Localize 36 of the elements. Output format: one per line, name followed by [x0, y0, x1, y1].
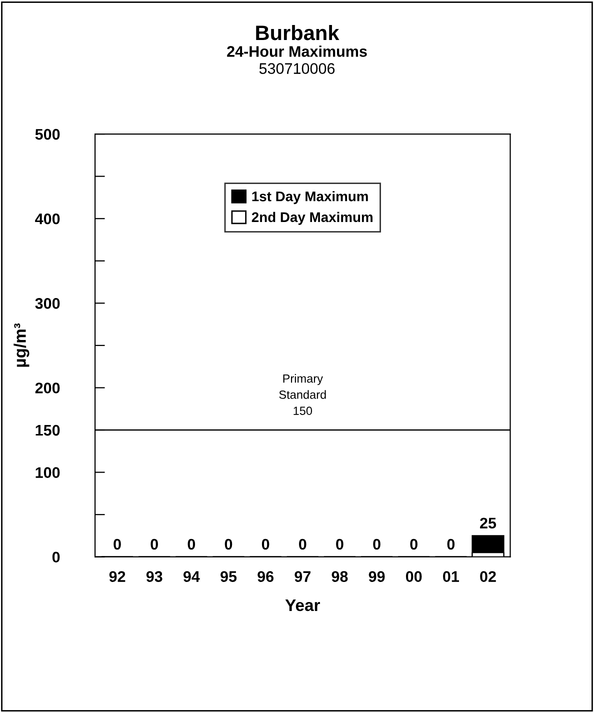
y-tick-label: 100: [36, 467, 60, 478]
x-tick-label: 95: [220, 571, 237, 582]
legend-label: 2nd Day Maximum: [252, 212, 372, 225]
x-tick-label: 98: [332, 571, 348, 582]
chart-subtitle: 24-Hour Maximums 530710006: [227, 46, 367, 74]
y-tick-label: 300: [35, 298, 60, 309]
x-axis-title: Year: [285, 599, 320, 612]
x-tick-label: 01: [443, 571, 460, 582]
y-tick-label: 400: [35, 213, 60, 224]
data-label: 0: [447, 538, 455, 550]
data-label: 25: [480, 518, 496, 529]
y-tick-label: 200: [35, 382, 60, 394]
data-label: 0: [188, 538, 196, 550]
y-tick-label: 500: [35, 128, 60, 140]
ref-line-label: Primary Standard 150: [279, 374, 326, 415]
y-tick-label: 0: [52, 552, 60, 563]
data-label: 0: [114, 538, 121, 550]
y-tick-label: 150: [36, 424, 60, 436]
y-axis-title: µg/m³: [14, 323, 30, 367]
x-tick-label: 02: [480, 571, 496, 582]
data-label: 0: [299, 538, 306, 550]
data-label: 0: [262, 538, 270, 550]
data-label: 0: [373, 538, 380, 550]
data-label: 0: [150, 538, 158, 550]
x-tick-label: 92: [109, 571, 126, 582]
x-tick-label: 93: [146, 571, 162, 582]
x-tick-label: 94: [183, 571, 200, 582]
data-label: 0: [410, 538, 418, 550]
data-label: 0: [336, 538, 344, 550]
x-tick-label: 97: [294, 571, 310, 582]
chart-title: Burbank: [256, 24, 340, 40]
legend-label: 1st Day Maximum: [252, 191, 368, 204]
data-label: 0: [224, 538, 232, 550]
x-tick-label: 00: [406, 571, 422, 582]
x-tick-label: 99: [368, 571, 385, 582]
x-tick-label: 96: [258, 571, 274, 582]
